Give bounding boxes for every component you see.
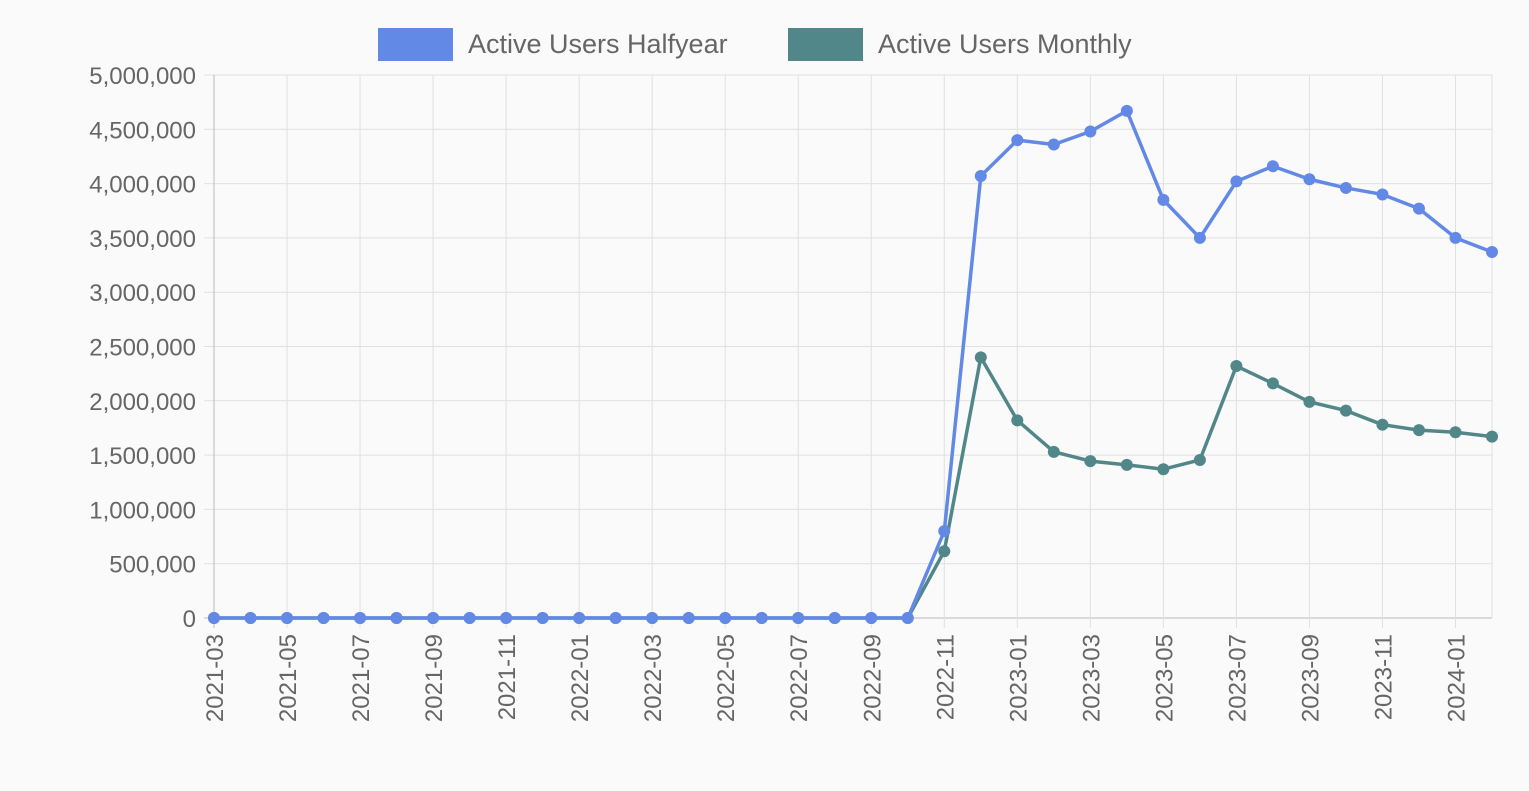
legend-label-monthly[interactable]: Active Users Monthly bbox=[878, 29, 1132, 59]
data-point[interactable] bbox=[1120, 458, 1133, 471]
y-tick-label: 2,500,000 bbox=[89, 335, 196, 362]
data-point[interactable] bbox=[1266, 160, 1279, 173]
series-line bbox=[214, 109, 1493, 620]
y-tick-label: 2,000,000 bbox=[89, 389, 196, 416]
data-point[interactable] bbox=[244, 612, 257, 624]
x-tick-label: 2023-05 bbox=[1151, 634, 1178, 722]
x-tick-label: 2022-01 bbox=[567, 634, 594, 722]
data-point[interactable] bbox=[427, 612, 440, 624]
data-point[interactable] bbox=[1412, 424, 1425, 437]
data-point[interactable] bbox=[901, 612, 914, 624]
x-tick-label: 2021-05 bbox=[275, 634, 302, 722]
data-point[interactable] bbox=[1157, 463, 1170, 476]
data-point[interactable] bbox=[828, 612, 841, 624]
data-point[interactable] bbox=[1047, 445, 1060, 458]
data-point[interactable] bbox=[1047, 138, 1060, 151]
data-point[interactable] bbox=[1339, 181, 1352, 194]
y-tick-label: 0 bbox=[183, 606, 196, 633]
data-point[interactable] bbox=[682, 612, 695, 624]
grid bbox=[204, 74, 1493, 628]
y-tick-label: 4,000,000 bbox=[89, 172, 196, 199]
series-layer bbox=[208, 104, 1498, 624]
data-point[interactable] bbox=[1376, 418, 1389, 431]
x-tick-label: 2023-01 bbox=[1005, 634, 1032, 722]
x-axis: 2021-03 2021-05 2021-07 2021-09 2021-11 2022-… bbox=[202, 634, 1470, 722]
x-tick-label: 2021-07 bbox=[348, 634, 375, 722]
legend-label-halfyear[interactable]: Active Users Halfyear bbox=[468, 29, 728, 59]
legend[interactable]: Active Users Halfyear Active Users Month… bbox=[378, 28, 1132, 61]
data-point[interactable] bbox=[1449, 426, 1462, 439]
data-point[interactable] bbox=[1084, 125, 1097, 138]
data-point[interactable] bbox=[609, 612, 622, 624]
x-tick-label: 2021-03 bbox=[202, 634, 229, 722]
data-point[interactable] bbox=[719, 612, 732, 624]
data-point[interactable] bbox=[573, 612, 586, 624]
data-point[interactable] bbox=[1339, 404, 1352, 417]
data-point[interactable] bbox=[646, 612, 659, 624]
data-point[interactable] bbox=[865, 612, 878, 624]
y-tick-label: 3,500,000 bbox=[89, 226, 196, 253]
data-point[interactable] bbox=[1303, 395, 1316, 408]
x-tick-label: 2022-05 bbox=[713, 634, 740, 722]
y-tick-label: 1,500,000 bbox=[89, 443, 196, 470]
data-point[interactable] bbox=[354, 612, 367, 624]
series-active-users-monthly bbox=[208, 351, 1498, 624]
y-tick-label: 3,000,000 bbox=[89, 280, 196, 307]
data-point[interactable] bbox=[1120, 104, 1133, 117]
data-point[interactable] bbox=[1486, 246, 1498, 259]
series-line bbox=[214, 355, 1493, 620]
legend-swatch-monthly[interactable] bbox=[788, 28, 863, 61]
data-point[interactable] bbox=[1412, 202, 1425, 215]
data-point[interactable] bbox=[1230, 360, 1243, 373]
data-point[interactable] bbox=[938, 545, 951, 558]
x-tick-label: 2021-11 bbox=[494, 634, 521, 720]
data-point[interactable] bbox=[536, 612, 549, 624]
data-point[interactable] bbox=[1266, 377, 1279, 390]
x-tick-label: 2022-03 bbox=[640, 634, 667, 722]
data-point[interactable] bbox=[463, 612, 476, 624]
x-tick-label: 2022-11 bbox=[932, 634, 959, 720]
data-point[interactable] bbox=[500, 612, 513, 624]
data-point[interactable] bbox=[1193, 231, 1206, 244]
data-point[interactable] bbox=[755, 612, 768, 624]
x-tick-label: 2023-07 bbox=[1224, 634, 1251, 722]
data-point[interactable] bbox=[1193, 453, 1206, 466]
data-point[interactable] bbox=[1303, 173, 1316, 186]
y-tick-label: 1,000,000 bbox=[89, 497, 196, 524]
data-point[interactable] bbox=[1376, 188, 1389, 201]
data-point[interactable] bbox=[974, 169, 987, 182]
data-point[interactable] bbox=[1486, 430, 1498, 443]
y-tick-label: 5,000,000 bbox=[89, 63, 196, 90]
data-point[interactable] bbox=[1157, 193, 1170, 206]
data-point[interactable] bbox=[974, 351, 987, 364]
y-tick-label: 4,500,000 bbox=[89, 117, 196, 144]
x-tick-label: 2023-09 bbox=[1297, 634, 1324, 722]
data-point[interactable] bbox=[390, 612, 403, 624]
y-tick-label: 500,000 bbox=[109, 552, 196, 579]
data-point[interactable] bbox=[1230, 175, 1243, 188]
x-tick-label: 2024-01 bbox=[1443, 634, 1470, 722]
series-active-users-halfyear bbox=[208, 104, 1498, 624]
data-point[interactable] bbox=[1011, 134, 1024, 147]
x-tick-label: 2023-03 bbox=[1078, 634, 1105, 722]
data-point[interactable] bbox=[792, 612, 805, 624]
legend-swatch-halfyear[interactable] bbox=[378, 28, 453, 61]
data-point[interactable] bbox=[1449, 231, 1462, 244]
x-tick-label: 2022-09 bbox=[859, 634, 886, 722]
data-point[interactable] bbox=[208, 612, 220, 624]
data-point[interactable] bbox=[1084, 455, 1097, 468]
x-tick-label: 2022-07 bbox=[786, 634, 813, 722]
x-tick-label: 2021-09 bbox=[421, 634, 448, 722]
x-tick-label: 2023-11 bbox=[1370, 634, 1397, 720]
data-point[interactable] bbox=[317, 612, 330, 624]
y-axis: 0 500,000 1,000,000 1,500,000 2,000,000 2,500… bbox=[89, 63, 196, 633]
data-point[interactable] bbox=[938, 525, 951, 538]
data-point[interactable] bbox=[1011, 414, 1024, 427]
data-point[interactable] bbox=[281, 612, 294, 624]
